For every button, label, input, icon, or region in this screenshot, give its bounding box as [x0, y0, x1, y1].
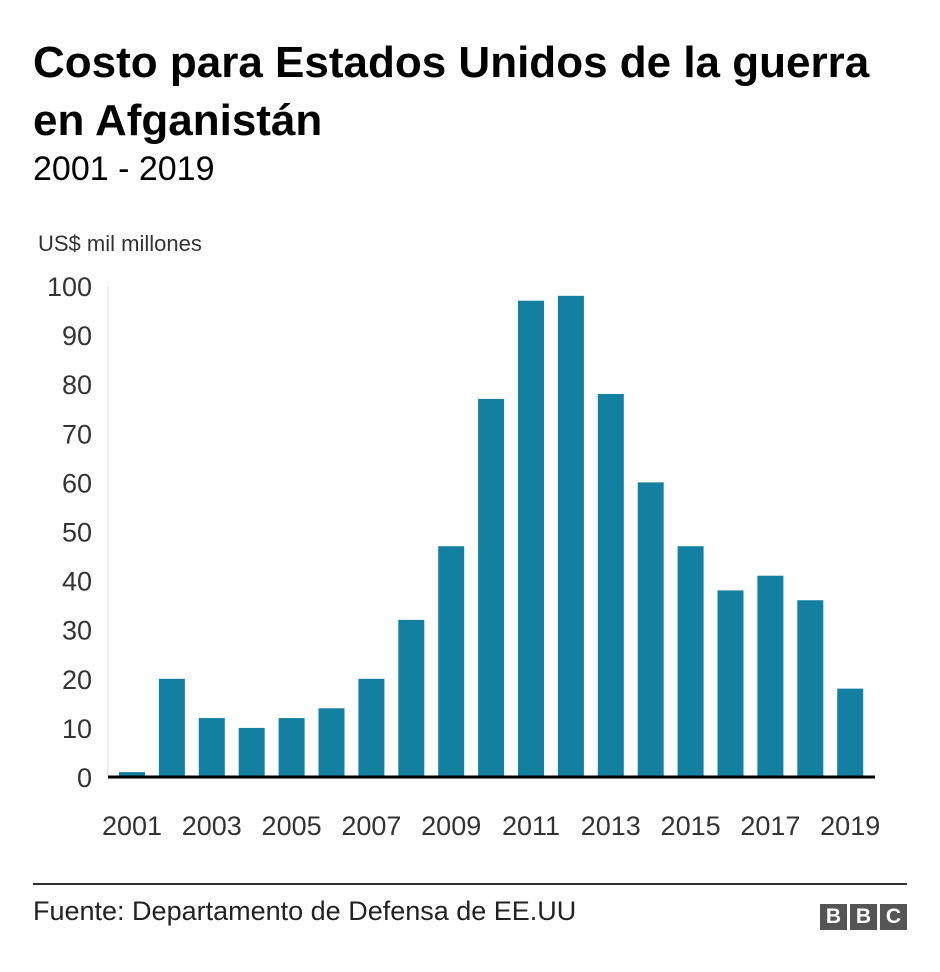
- bbc-logo: B B C: [820, 904, 907, 930]
- bar-2004: [238, 727, 265, 777]
- y-tick-label: 50: [62, 518, 92, 548]
- x-tick-label: 2001: [102, 811, 162, 841]
- x-tick-label: 2005: [262, 811, 322, 841]
- bar-2003: [198, 718, 225, 777]
- y-tick-label: 10: [62, 714, 92, 744]
- y-tick-label: 70: [62, 419, 92, 449]
- footer-divider: [33, 883, 907, 885]
- x-tick-label: 2007: [341, 811, 401, 841]
- bbc-logo-letter: C: [880, 904, 907, 930]
- x-tick-label: 2003: [182, 811, 242, 841]
- bar-2007: [358, 678, 385, 777]
- x-tick-label: 2015: [661, 811, 721, 841]
- x-tick-label: 2011: [502, 811, 560, 841]
- bar-2019: [837, 688, 864, 777]
- bar-2005: [278, 718, 305, 777]
- y-tick-label: 40: [62, 567, 92, 597]
- bar-2014: [637, 482, 664, 777]
- y-tick-label: 90: [62, 321, 92, 351]
- bar-2001: [119, 772, 145, 777]
- x-tick-label: 2017: [740, 811, 800, 841]
- source-note: Fuente: Departamento de Defensa de EE.UU: [33, 896, 577, 926]
- y-tick-label: 30: [62, 616, 92, 646]
- x-tick-label: 2013: [581, 811, 641, 841]
- bar-chart: US$ mil millones 0102030405060708090100 …: [38, 231, 880, 841]
- bar-2008: [398, 619, 425, 777]
- y-tick-label: 80: [62, 370, 92, 400]
- y-tick-label: 20: [62, 665, 92, 695]
- x-tick-label: 2019: [820, 811, 880, 841]
- y-tick-label: 0: [77, 763, 92, 793]
- bar-2015: [677, 546, 704, 777]
- bar-2013: [597, 394, 624, 777]
- bbc-logo-letter: B: [820, 904, 847, 930]
- y-tick-label: 100: [47, 272, 92, 302]
- bbc-logo-letter: B: [850, 904, 877, 930]
- chart-subtitle: 2001 - 2019: [33, 150, 215, 188]
- y-tick-label: 60: [62, 468, 92, 498]
- bar-2016: [717, 590, 744, 777]
- bar-2012: [557, 295, 584, 777]
- bar-2018: [797, 600, 824, 777]
- bar-2010: [478, 398, 505, 777]
- bar-2006: [318, 708, 345, 777]
- bar-2011: [518, 300, 544, 777]
- bar-2002: [158, 678, 185, 777]
- bar-2017: [757, 575, 784, 777]
- chart-title: Costo para Estados Unidos de la guerra e…: [33, 38, 870, 145]
- y-axis-unit-label: US$ mil millones: [38, 231, 202, 256]
- x-tick-label: 2009: [421, 811, 481, 841]
- bar-2009: [438, 546, 465, 777]
